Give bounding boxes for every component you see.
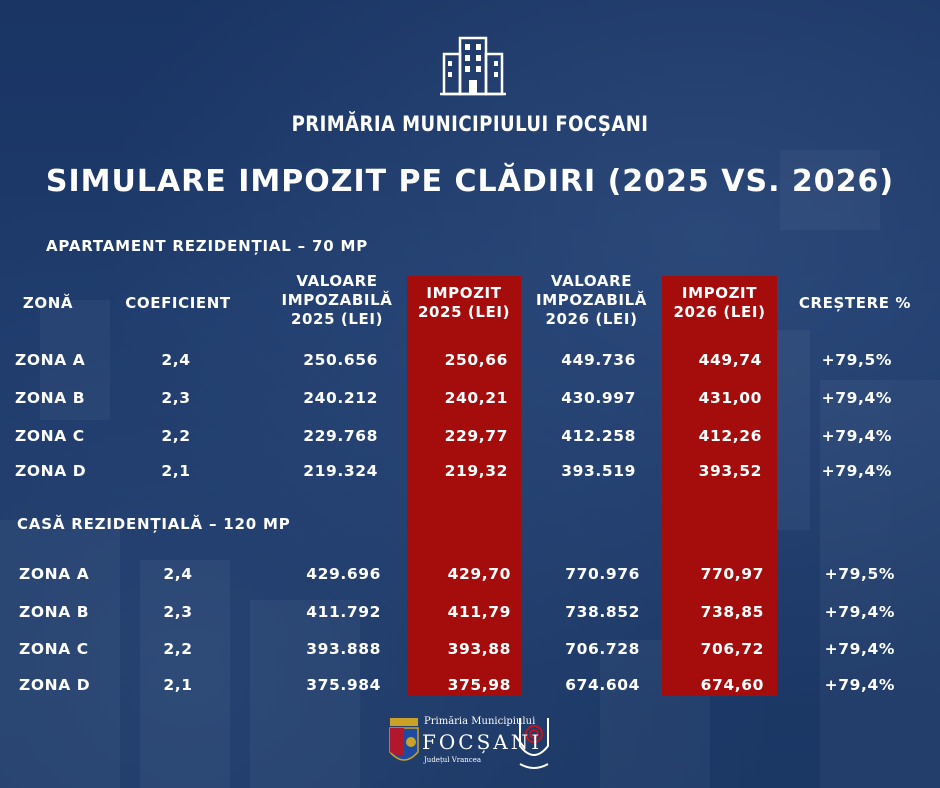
cell-imp2025: 229,77 xyxy=(444,427,508,445)
footer-line3: Județul Vrancea xyxy=(424,756,482,764)
cell-val2025: 240.212 xyxy=(303,389,378,407)
cell-zona: ZONA A xyxy=(19,565,90,583)
cell-val2025: 429.696 xyxy=(306,565,381,583)
cell-zona: ZONA B xyxy=(15,389,86,407)
cell-imp2025: 393,88 xyxy=(447,640,511,658)
cell-crestere: +79,5% xyxy=(821,351,892,369)
cell-coef: 2,3 xyxy=(163,603,193,621)
cell-val2026: 430.997 xyxy=(561,389,636,407)
cell-crestere: +79,4% xyxy=(821,427,892,445)
cell-imp2026: 449,74 xyxy=(698,351,762,369)
cell-imp2026: 674,60 xyxy=(700,676,764,694)
cell-imp2026: 393,52 xyxy=(698,462,762,480)
section-title-house: CASĂ REZIDENȚIALĂ – 120 MP xyxy=(17,515,291,533)
org-name: PRIMĂRIA MUNICIPIULUI FOCȘANI xyxy=(291,112,649,136)
cell-zona: ZONA A xyxy=(15,351,86,369)
cell-coef: 2,2 xyxy=(163,640,193,658)
cell-coef: 2,1 xyxy=(163,676,193,694)
cell-coef: 2,2 xyxy=(161,427,191,445)
cell-val2025: 411.792 xyxy=(306,603,381,621)
header-valoare-2025: VALOARE IMPOZABILĂ 2025 (LEI) xyxy=(281,272,393,328)
building-icon xyxy=(440,36,506,96)
cell-val2025: 250.656 xyxy=(303,351,378,369)
cell-imp2026: 738,85 xyxy=(700,603,764,621)
cell-val2026: 706.728 xyxy=(565,640,640,658)
footer-line2: FOCȘANI xyxy=(422,730,543,754)
page-title: SIMULARE IMPOZIT PE CLĂDIRI (2025 VS. 20… xyxy=(45,164,895,199)
cell-zona: ZONA D xyxy=(15,462,87,480)
cell-zona: ZONA B xyxy=(19,603,90,621)
footer-logo xyxy=(389,718,549,769)
cell-val2026: 770.976 xyxy=(565,565,640,583)
cell-zona: ZONA D xyxy=(19,676,91,694)
cell-imp2025: 240,21 xyxy=(444,389,508,407)
coat-of-arms-icon xyxy=(389,718,419,761)
cell-imp2025: 411,79 xyxy=(447,603,511,621)
section-title-apartment: APARTAMENT REZIDENȚIAL – 70 MP xyxy=(46,237,369,255)
header-valoare-2026: VALOARE IMPOZABILĂ 2026 (LEI) xyxy=(536,272,647,328)
handshake-emblem-icon xyxy=(519,718,549,769)
cell-val2025: 393.888 xyxy=(306,640,381,658)
cell-zona: ZONA C xyxy=(19,640,89,658)
cell-val2026: 449.736 xyxy=(561,351,636,369)
header-impozit-2026: IMPOZIT 2026 (LEI) xyxy=(673,284,766,321)
cell-crestere: +79,4% xyxy=(821,389,892,407)
cell-val2025: 219.324 xyxy=(303,462,378,480)
cell-imp2026: 770,97 xyxy=(700,565,764,583)
cell-imp2025: 375,98 xyxy=(447,676,511,694)
cell-imp2025: 429,70 xyxy=(447,565,511,583)
cell-crestere: +79,5% xyxy=(824,565,895,583)
cell-zona: ZONA C xyxy=(15,427,85,445)
cell-imp2026: 706,72 xyxy=(700,640,764,658)
header-crestere: CREȘTERE % xyxy=(798,294,912,312)
cell-coef: 2,3 xyxy=(161,389,191,407)
cell-val2026: 393.519 xyxy=(561,462,636,480)
cell-val2026: 412.258 xyxy=(561,427,636,445)
cell-imp2025: 250,66 xyxy=(444,351,508,369)
cell-val2026: 738.852 xyxy=(565,603,640,621)
cell-coef: 2,1 xyxy=(161,462,191,480)
cell-val2025: 229.768 xyxy=(303,427,378,445)
highlight-column-2025 xyxy=(407,276,521,696)
cell-coef: 2,4 xyxy=(163,565,193,583)
cell-crestere: +79,4% xyxy=(821,462,892,480)
cell-imp2025: 219,32 xyxy=(444,462,508,480)
cell-val2026: 674.604 xyxy=(565,676,640,694)
footer-line1: Primăria Municipiului xyxy=(424,716,536,727)
header-zona: ZONĂ xyxy=(22,294,74,312)
cell-coef: 2,4 xyxy=(161,351,191,369)
header-coeficient: COEFICIENT xyxy=(125,294,231,312)
cell-val2025: 375.984 xyxy=(306,676,381,694)
header-impozit-2025: IMPOZIT 2025 (LEI) xyxy=(417,284,511,321)
cell-crestere: +79,4% xyxy=(824,603,895,621)
cell-crestere: +79,4% xyxy=(824,676,895,694)
cell-crestere: +79,4% xyxy=(824,640,895,658)
cell-imp2026: 431,00 xyxy=(698,389,762,407)
cell-imp2026: 412,26 xyxy=(698,427,762,445)
highlight-column-2026 xyxy=(662,276,777,696)
